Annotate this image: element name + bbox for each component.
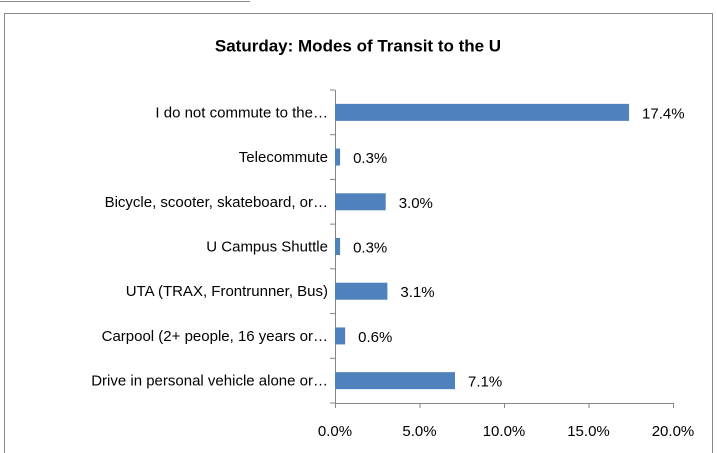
y-tick-label: UTA (TRAX, Frontrunner, Bus): [126, 283, 328, 300]
value-label: 3.1%: [400, 284, 434, 301]
value-label: 7.1%: [468, 374, 502, 391]
y-tick-label: U Campus Shuttle: [206, 238, 328, 255]
bar: [335, 193, 386, 211]
y-tick-label: I do not commute to the…: [155, 104, 328, 121]
x-tick-label: 10.0%: [483, 423, 526, 440]
bar: [335, 282, 388, 300]
value-label: 3.0%: [399, 195, 433, 212]
bar: [335, 103, 630, 121]
value-label: 17.4%: [642, 105, 685, 122]
value-label: 0.6%: [358, 329, 392, 346]
bar: [335, 327, 346, 345]
y-tick-label: Carpool (2+ people, 16 years or…: [102, 328, 328, 345]
value-label: 0.3%: [353, 239, 387, 256]
x-tick-label: 0.0%: [318, 423, 352, 440]
x-tick-label: 15.0%: [567, 423, 610, 440]
y-tick-label: Bicycle, scooter, skateboard, or…: [105, 194, 328, 211]
x-tick-label: 20.0%: [652, 423, 695, 440]
y-tick-label: Drive in personal vehicle alone or…: [91, 373, 328, 390]
bar: [335, 148, 341, 166]
y-tick-label: Telecommute: [239, 149, 328, 166]
chart-title: Saturday: Modes of Transit to the U: [215, 36, 501, 55]
x-tick-label: 5.0%: [402, 423, 436, 440]
value-label: 0.3%: [353, 150, 387, 167]
bar: [335, 372, 455, 390]
bar: [335, 238, 341, 255]
